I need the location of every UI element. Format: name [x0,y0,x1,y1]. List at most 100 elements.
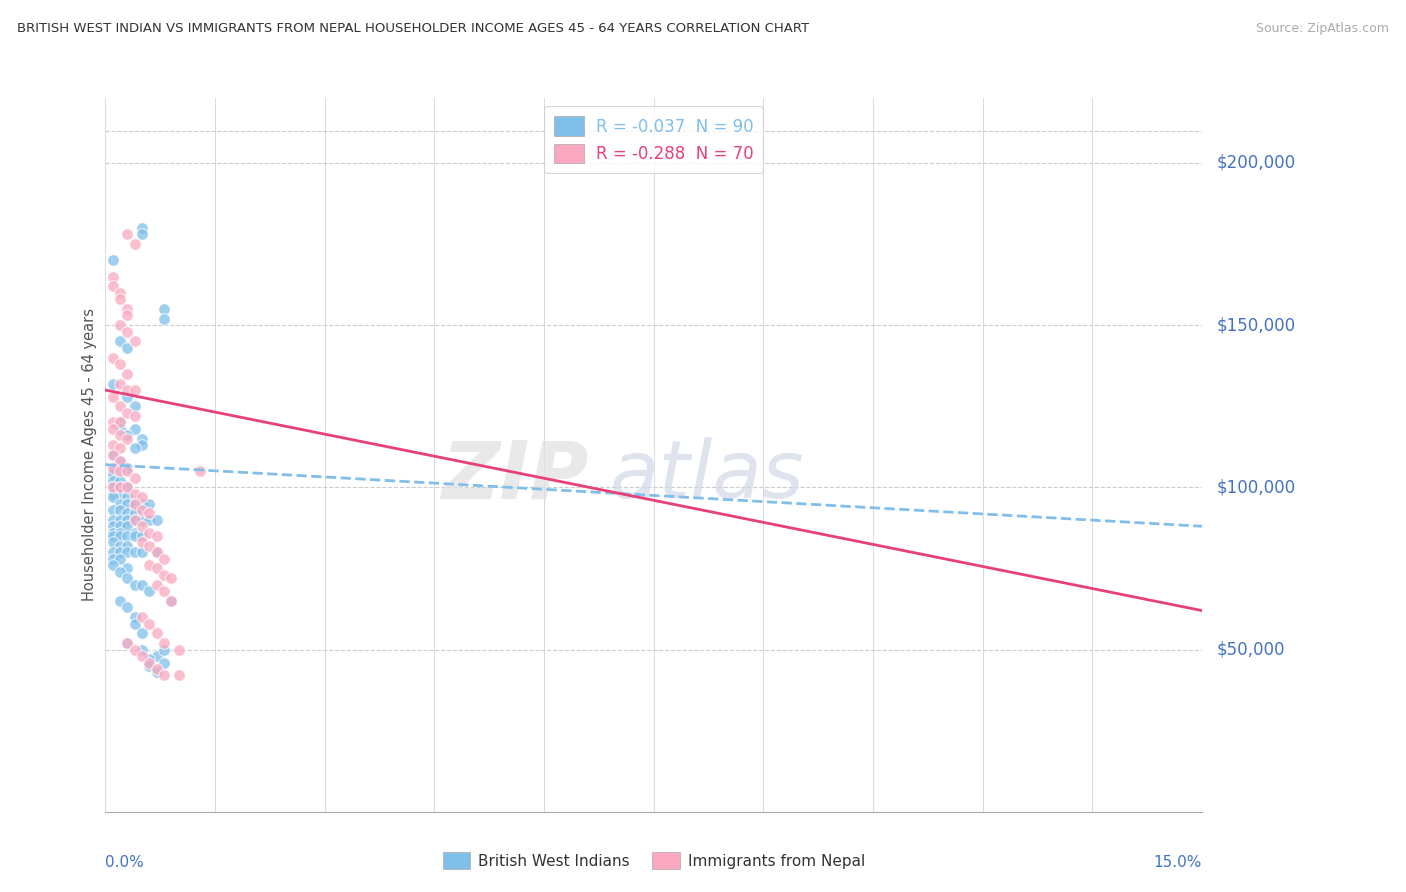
Point [108,551,131,566]
Point [124,525,146,540]
Point [101,487,124,501]
Point [131,626,153,640]
Point [117,301,139,316]
Point [138,506,160,520]
Point [124,610,146,624]
Point [124,545,146,559]
Point [124,529,146,543]
Point [138,558,160,573]
Point [117,636,139,650]
Point [124,513,146,527]
Point [108,292,131,306]
Point [160,594,183,608]
Point [101,558,124,573]
Point [101,467,124,482]
Point [117,406,139,420]
Point [131,610,153,624]
Point [153,642,176,657]
Point [117,461,139,475]
Point [190,464,212,478]
Point [138,525,160,540]
Point [101,461,124,475]
Point [153,584,176,599]
Point [124,497,146,511]
Point [101,438,124,452]
Point [145,577,167,591]
Point [131,519,153,533]
Point [138,513,160,527]
Point [145,529,167,543]
Point [131,513,153,527]
Point [101,253,124,268]
Point [145,648,167,663]
Point [117,367,139,381]
Point [138,539,160,553]
Point [101,390,124,404]
Text: $100,000: $100,000 [1216,478,1296,496]
Point [131,432,153,446]
Point [117,513,139,527]
Point [108,545,131,559]
Point [124,577,146,591]
Point [117,383,139,397]
Text: ZIP: ZIP [440,437,588,516]
Point [101,448,124,462]
Point [145,665,167,680]
Point [108,376,131,391]
Point [108,464,131,478]
Text: atlas: atlas [610,437,804,516]
Point [145,626,167,640]
Point [145,545,167,559]
Point [153,301,176,316]
Point [108,416,131,430]
Point [117,325,139,339]
Point [131,227,153,242]
Point [108,565,131,579]
Legend: British West Indians, Immigrants from Nepal: British West Indians, Immigrants from Ne… [437,846,870,875]
Point [117,497,139,511]
Point [124,422,146,436]
Point [117,464,139,478]
Point [108,474,131,488]
Point [124,513,146,527]
Point [108,334,131,349]
Point [108,513,131,527]
Point [117,561,139,575]
Point [108,442,131,456]
Point [117,309,139,323]
Point [145,561,167,575]
Point [117,428,139,442]
Point [108,428,131,442]
Point [108,454,131,468]
Point [117,571,139,585]
Point [131,535,153,549]
Point [108,594,131,608]
Point [117,341,139,355]
Point [101,545,124,559]
Point [108,503,131,517]
Point [101,376,124,391]
Point [124,442,146,456]
Point [117,636,139,650]
Y-axis label: Householder Income Ages 45 - 64 years: Householder Income Ages 45 - 64 years [82,309,97,601]
Point [145,545,167,559]
Point [108,529,131,543]
Point [153,551,176,566]
Point [138,656,160,670]
Point [108,487,131,501]
Point [153,636,176,650]
Point [124,497,146,511]
Point [131,438,153,452]
Point [138,658,160,673]
Point [101,416,124,430]
Point [117,480,139,494]
Point [108,357,131,371]
Point [101,464,124,478]
Point [124,642,146,657]
Point [131,497,153,511]
Point [138,652,160,666]
Point [117,600,139,615]
Point [167,668,190,682]
Point [117,539,139,553]
Point [124,399,146,413]
